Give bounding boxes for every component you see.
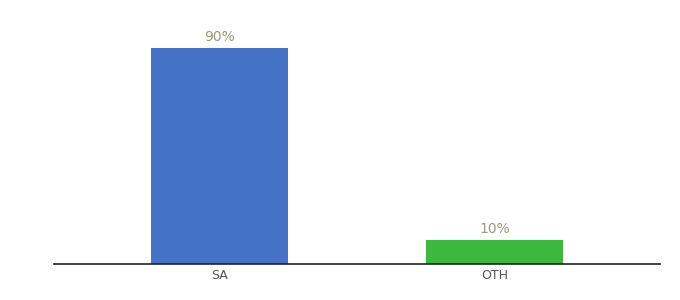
Bar bbox=[151, 48, 288, 264]
Text: 10%: 10% bbox=[479, 222, 510, 236]
Text: 90%: 90% bbox=[204, 30, 235, 44]
Bar bbox=[426, 240, 563, 264]
